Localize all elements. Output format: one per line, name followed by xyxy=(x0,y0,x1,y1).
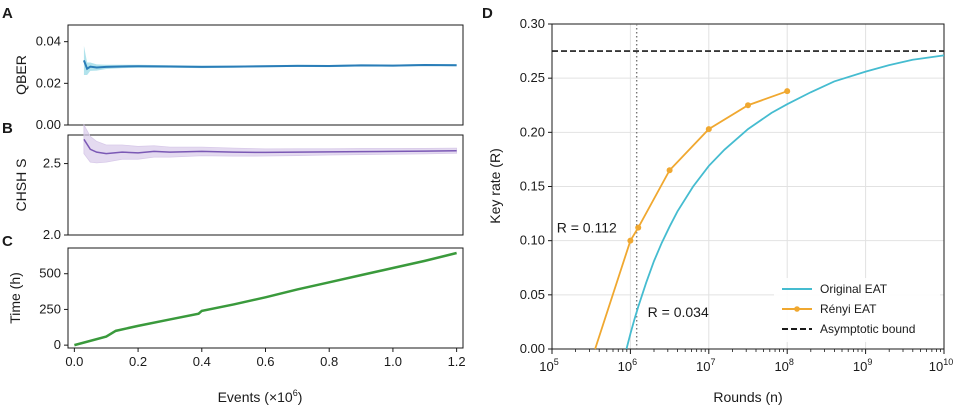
chart-d-annotation: R = 0.034 xyxy=(648,304,709,320)
chart-c-xtick-label: 0.8 xyxy=(320,354,338,369)
chart-c-ylabel: Time (h) xyxy=(7,272,23,324)
chart-c: 0 250 500 0.0 0.2 0.4 0.6 0.8 1.0 1.2 Time (h) E… xyxy=(7,247,466,405)
chart-b-ytick-label: 2.0 xyxy=(43,227,61,242)
chart-c-yticks: 0 250 500 xyxy=(39,266,68,352)
xtick-exponent: 7 xyxy=(711,357,716,367)
chart-d-ytick-label: 0.30 xyxy=(520,16,545,31)
chart-c-xtick-label: 0.6 xyxy=(256,354,274,369)
xtick-base: 10 xyxy=(929,359,943,374)
chart-c-line-layer xyxy=(74,251,457,347)
chart-b-line-layer xyxy=(83,138,457,155)
panel-label-c: C xyxy=(2,233,13,250)
chart-c-xticks: 0.0 0.2 0.4 0.6 0.8 1.0 1.2 xyxy=(65,348,466,369)
legend-label-asymptotic-bound: Asymptotic bound xyxy=(820,322,915,336)
xtick-base: 10 xyxy=(696,359,710,374)
chart-b: 2.0 2.5 CHSH S xyxy=(13,123,464,242)
chart-d-ytick-label: 0.05 xyxy=(520,287,545,302)
chsh-confidence-band xyxy=(83,123,458,164)
chart-c-xlabel: Events (×106) xyxy=(218,388,303,405)
chart-d-xlabel: Rounds (n) xyxy=(713,389,782,405)
renyi-eat-point xyxy=(705,126,712,133)
xtick-base: 10 xyxy=(618,359,632,374)
chart-a-ytick-label: 0.00 xyxy=(36,117,61,132)
panel-label-a: A xyxy=(2,5,13,22)
chart-b-ytick-label: 2.5 xyxy=(43,156,61,171)
chart-d-legend: Original EAT Rényi EAT Asymptotic bound xyxy=(774,278,940,342)
chart-c-xtick-label: 1.0 xyxy=(384,354,402,369)
chart-b-frame xyxy=(67,134,464,236)
panel-label-b: B xyxy=(2,120,13,137)
chart-c-xlabel-text: Events (×10 xyxy=(218,389,293,405)
xtick-exponent: 5 xyxy=(554,357,559,367)
chart-d-xtick-label: 1010 xyxy=(929,357,953,374)
chart-d-annotations: R = 0.112 R = 0.034 xyxy=(557,220,709,320)
chart-c-xlabel-close: ) xyxy=(298,389,303,405)
chart-c-xtick-label: 1.2 xyxy=(448,354,466,369)
chart-d-reference-lines xyxy=(552,24,944,349)
xtick-exponent: 8 xyxy=(789,357,794,367)
chart-d-ytick-label: 0.10 xyxy=(520,233,545,248)
chart-b-band-layer xyxy=(83,123,458,164)
chart-c-xlabel-exponent: 6 xyxy=(293,388,298,398)
chart-c-ytick-label: 0 xyxy=(54,337,61,352)
chart-d-xtick-label: 106 xyxy=(618,357,637,374)
chart-d-ytick-label: 0.15 xyxy=(520,179,545,194)
chart-c-ytick-label: 250 xyxy=(39,301,61,316)
chart-d-xticks: 105 106 107 108 109 1010 xyxy=(539,349,953,374)
legend-marker-renyi-eat xyxy=(794,306,800,312)
panel-label-d: D xyxy=(482,5,493,22)
chart-b-ylabel: CHSH S xyxy=(13,159,29,212)
chart-d-ytick-label: 0.00 xyxy=(520,341,545,356)
chart-a-frame xyxy=(67,24,464,126)
chart-d: 0.000.050.100.150.200.250.30 105 106 107 10… xyxy=(487,16,953,405)
chart-d-xtick-label: 107 xyxy=(696,357,715,374)
chart-d-xtick-label: 109 xyxy=(853,357,872,374)
xtick-base: 10 xyxy=(774,359,788,374)
chart-d-yticks: 0.00 0.05 0.10 0.15 0.20 0.25 0.30 xyxy=(520,16,552,356)
renyi-eat-point xyxy=(635,224,642,231)
chart-a-band-layer xyxy=(83,45,457,75)
chart-c-xtick-label: 0.2 xyxy=(129,354,147,369)
chsh-series-line xyxy=(83,138,457,155)
legend-label-renyi-eat: Rényi EAT xyxy=(820,302,877,316)
chart-d-xtick-label: 108 xyxy=(774,357,793,374)
legend-label-original-eat: Original EAT xyxy=(820,282,888,296)
chart-d-xtick-label: 105 xyxy=(539,357,558,374)
xtick-base: 10 xyxy=(539,359,553,374)
chart-d-series-layer xyxy=(594,54,945,350)
chart-b-yticks: 2.0 2.5 xyxy=(43,156,68,242)
chart-a: 0.00 0.02 0.04 QBER xyxy=(13,24,464,132)
xtick-exponent: 10 xyxy=(943,357,953,367)
chart-d-annotation: R = 0.112 xyxy=(557,220,617,236)
chart-a-ytick-label: 0.04 xyxy=(36,34,61,49)
time-series-line xyxy=(74,251,457,347)
xtick-exponent: 6 xyxy=(632,357,637,367)
original-eat-line xyxy=(625,54,945,350)
chart-c-xtick-label: 0.4 xyxy=(193,354,211,369)
qber-series-line xyxy=(82,60,457,71)
qber-confidence-band xyxy=(83,45,457,75)
chart-a-ylabel: QBER xyxy=(13,55,29,95)
chart-a-yticks: 0.00 0.02 0.04 xyxy=(36,34,68,132)
chart-d-ytick-label: 0.20 xyxy=(520,124,545,139)
chart-d-ytick-label: 0.25 xyxy=(520,70,545,85)
renyi-eat-point xyxy=(627,237,634,244)
chart-c-ytick-label: 500 xyxy=(39,266,61,281)
chart-d-ylabel: Key rate (R) xyxy=(487,148,503,223)
renyi-eat-point xyxy=(784,88,791,95)
xtick-exponent: 9 xyxy=(867,357,872,367)
chart-a-ytick-label: 0.02 xyxy=(36,75,61,90)
chart-a-line-layer xyxy=(82,60,457,71)
renyi-eat-point xyxy=(745,102,751,109)
renyi-eat-point xyxy=(666,167,673,174)
chart-c-xtick-label: 0.0 xyxy=(65,354,83,369)
xtick-base: 10 xyxy=(853,359,867,374)
